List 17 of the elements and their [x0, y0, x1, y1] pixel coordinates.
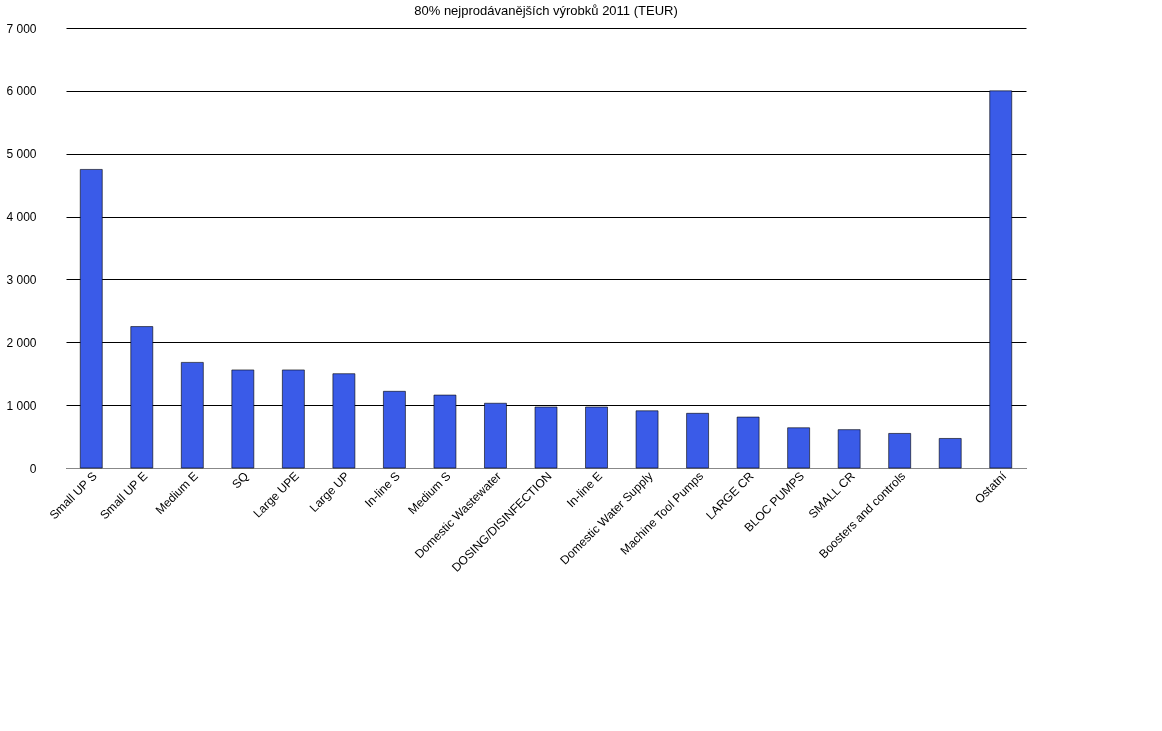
- y-tick-label: 3 000: [6, 272, 37, 287]
- bar: [635, 410, 659, 469]
- bar: [837, 429, 861, 469]
- y-tick-label: 0: [29, 461, 37, 476]
- y-tick-label: 6 000: [6, 84, 37, 99]
- bar: [888, 433, 911, 469]
- y-tick-label: 7 000: [6, 21, 37, 36]
- y-tick-label: 2 000: [6, 335, 37, 350]
- y-tick-label: 5 000: [6, 147, 37, 162]
- y-tick-label: 4 000: [6, 210, 37, 225]
- chart-title: 80% nejprodávanějších výrobků 2011 (TEUR): [414, 3, 678, 18]
- x-tick-label: SQ: [229, 469, 252, 492]
- bar: [686, 413, 709, 469]
- bar: [787, 427, 810, 469]
- y-tick-label: 1 000: [6, 398, 37, 413]
- bar: [938, 438, 962, 469]
- bar: [736, 416, 760, 469]
